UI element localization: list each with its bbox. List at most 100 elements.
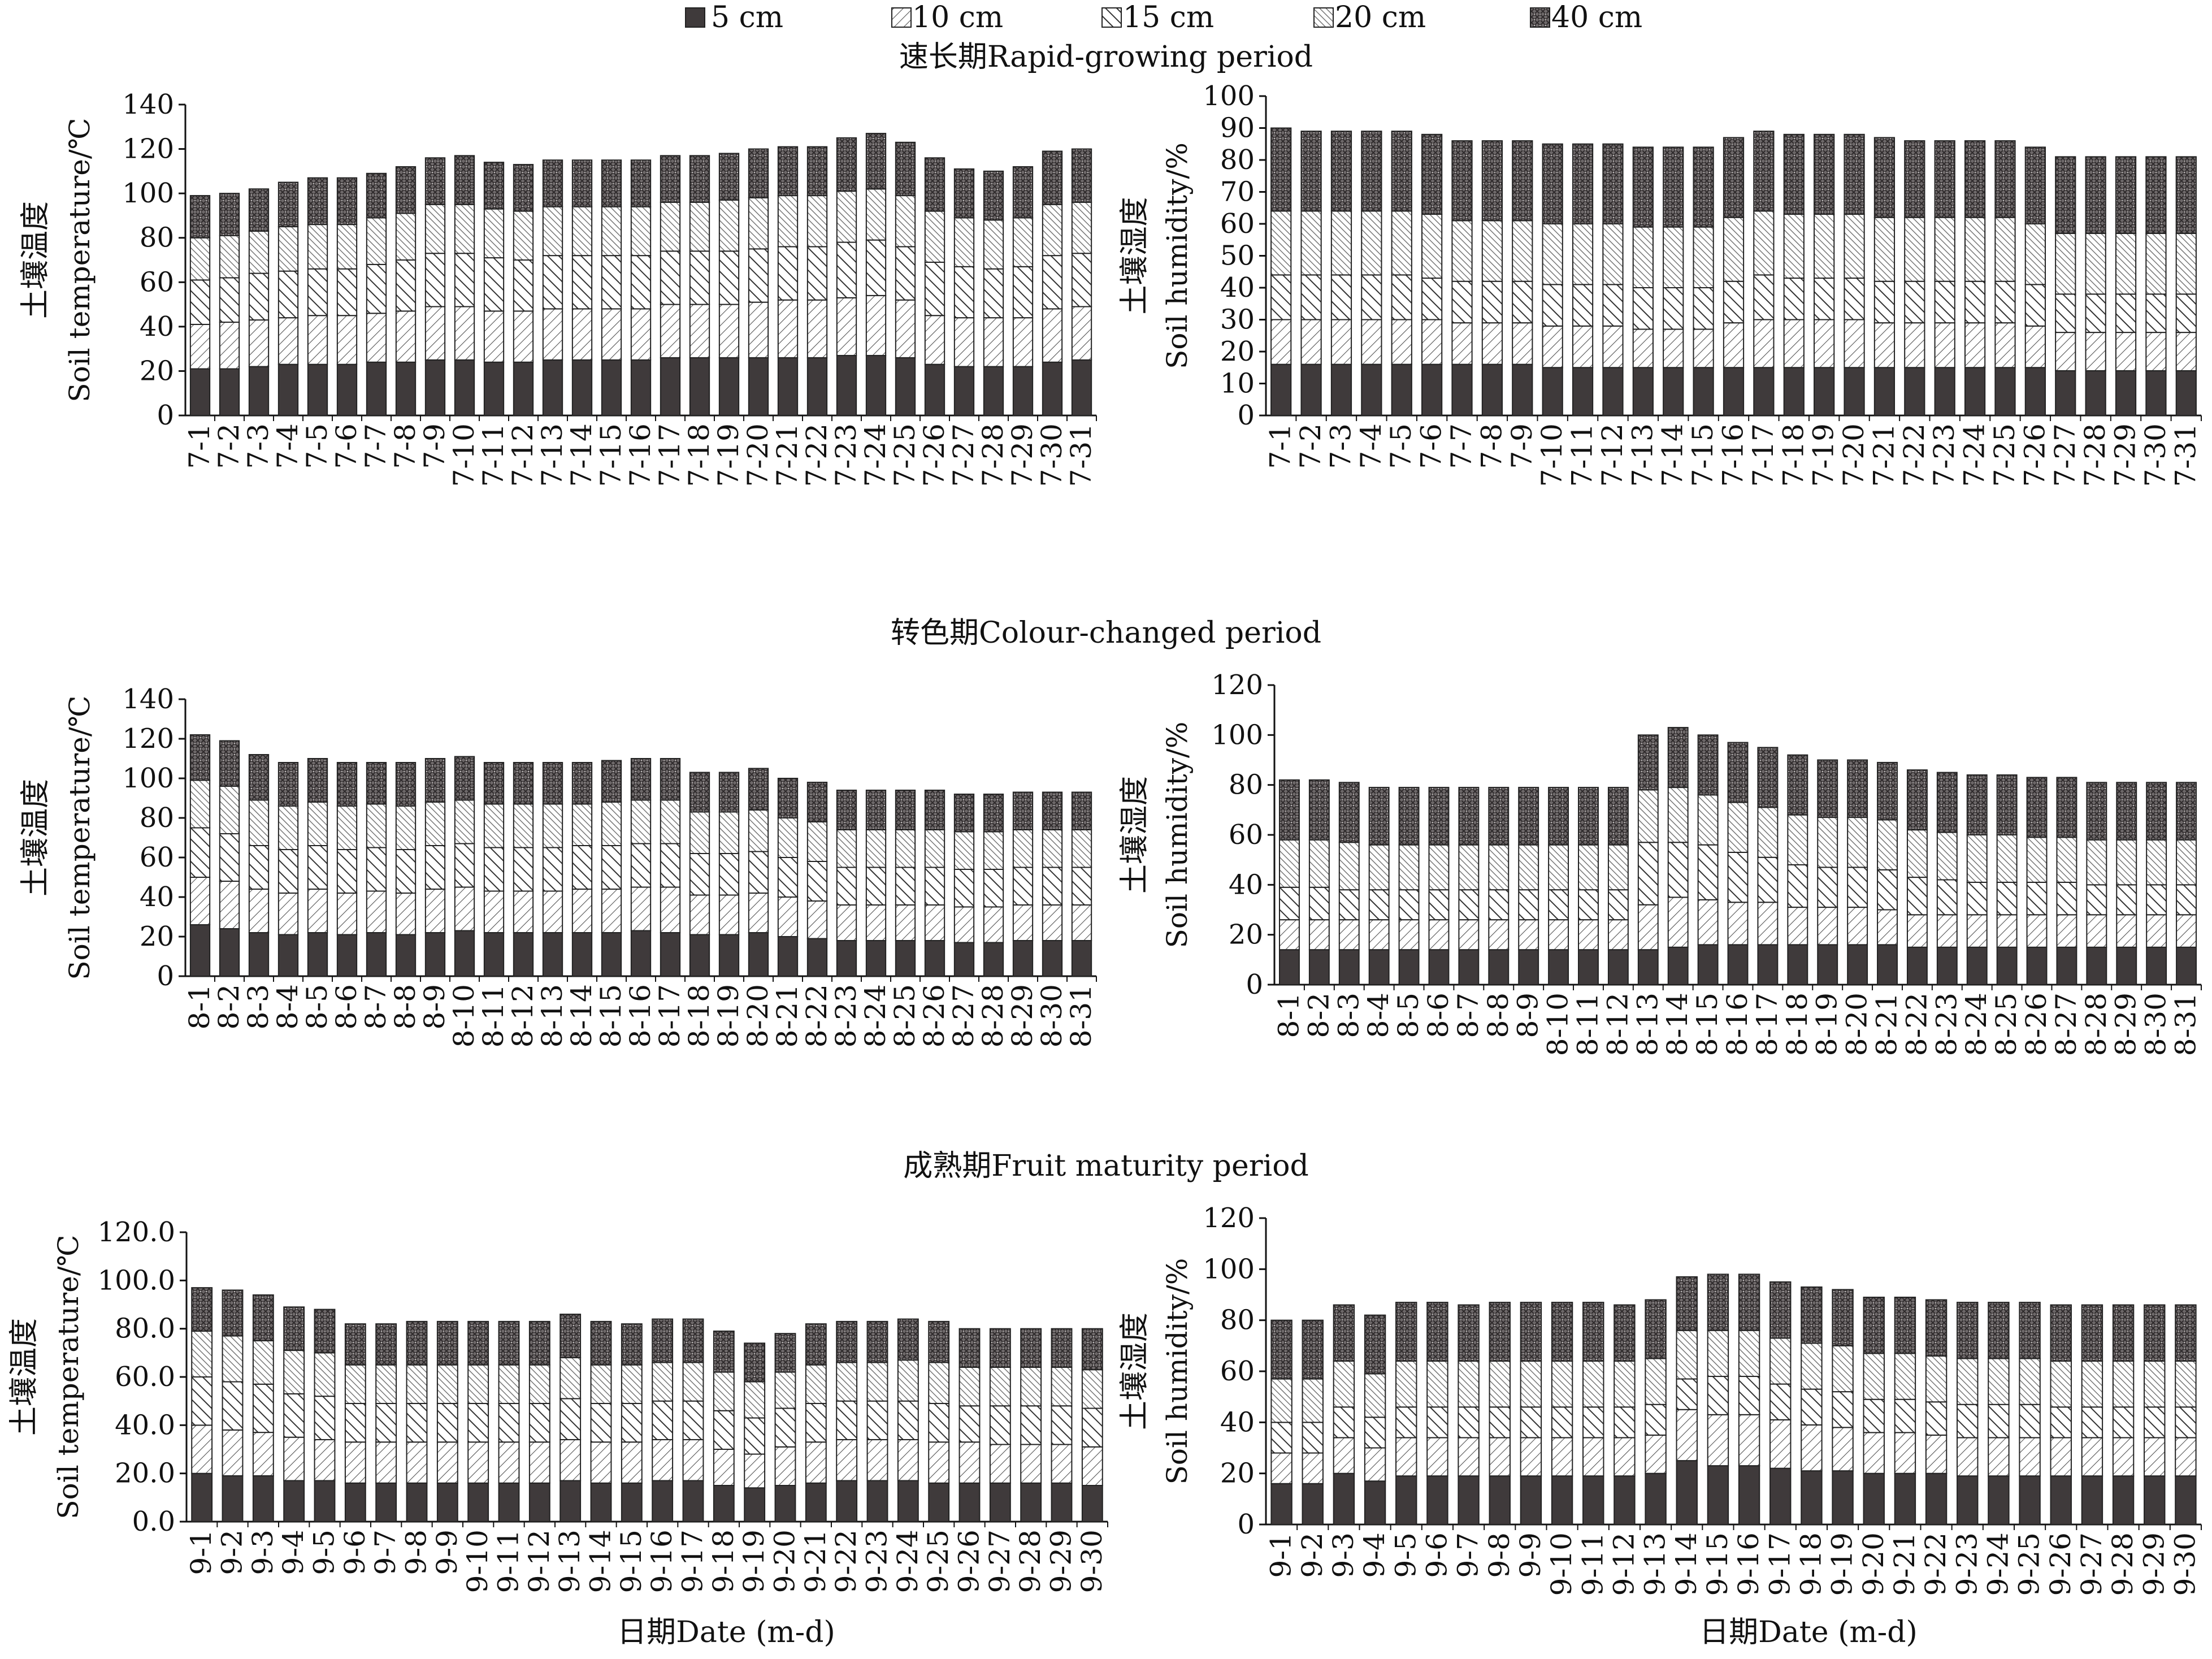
chart-temperature-colour-changed: 0 20 40 60 80 100 120 140 土壤温度 Soil temperature/℃… — [19, 683, 1098, 1047]
bar-10cm-8-11 — [1578, 919, 1599, 951]
bar-20cm-8-2 — [1308, 839, 1330, 888]
bar-5cm-7-21 — [777, 357, 799, 416]
bar-10cm-8-21 — [1877, 909, 1898, 946]
x-tick-label: 9-14 — [584, 1530, 617, 1593]
bar-10cm-9-21 — [1894, 1432, 1916, 1474]
x-tick-label: 9-23 — [861, 1530, 894, 1593]
bar-10cm-8-10 — [454, 886, 475, 932]
bar-40cm-8-13 — [542, 762, 563, 805]
bar-15cm-7-1 — [1270, 274, 1292, 320]
bar-40cm-9-5 — [1395, 1302, 1417, 1362]
y-tick-label: 60 — [1220, 208, 1255, 240]
bar-15cm-9-4 — [283, 1393, 305, 1438]
bar-20cm-7-12 — [513, 210, 534, 261]
bar-20cm-9-5 — [1395, 1360, 1417, 1408]
bar-40cm-9-14 — [590, 1320, 612, 1366]
bar-20cm-8-11 — [1578, 844, 1599, 891]
y-axis-label: Soil temperature/℃ — [52, 1234, 85, 1519]
x-tick-label: 7-11 — [477, 423, 510, 487]
bar-40cm-9-2 — [1302, 1319, 1324, 1380]
bar-40cm-9-20 — [1863, 1297, 1885, 1354]
bar-15cm-7-25 — [1994, 280, 2016, 324]
y-tick-label: 100 — [1203, 80, 1255, 112]
x-tick-label: 9-27 — [983, 1530, 1016, 1593]
bar-40cm-9-27 — [989, 1328, 1011, 1368]
bar-15cm-9-18 — [713, 1410, 735, 1450]
bar-5cm-7-13 — [1632, 367, 1654, 416]
bar-40cm-9-13 — [1645, 1299, 1667, 1359]
bar-10cm-7-14 — [1663, 328, 1684, 369]
bar-15cm-9-17 — [682, 1400, 704, 1440]
bar-20cm-9-5 — [314, 1352, 336, 1397]
bar-15cm-9-10 — [1551, 1406, 1573, 1439]
bar-15cm-9-25 — [2019, 1404, 2041, 1439]
bar-20cm-8-17 — [660, 799, 681, 844]
bar-5cm-8-5 — [307, 932, 328, 977]
bar-20cm-9-18 — [1801, 1342, 1823, 1390]
bar-40cm-9-24 — [1988, 1302, 2010, 1359]
bar-20cm-8-16 — [630, 799, 652, 844]
bar-15cm-9-11 — [1582, 1406, 1604, 1439]
bar-40cm-7-20 — [748, 148, 769, 199]
bar-40cm-9-8 — [1489, 1302, 1511, 1362]
bar-10cm-9-11 — [498, 1441, 520, 1484]
bar-5cm-7-28 — [2085, 370, 2106, 417]
x-tick-label: 9-19 — [1826, 1532, 1859, 1596]
bar-40cm-8-17 — [660, 758, 681, 801]
bar-10cm-7-25 — [1994, 322, 2016, 369]
x-tick-label: 9-11 — [1576, 1532, 1609, 1596]
bar-10cm-9-5 — [314, 1439, 336, 1482]
bar-15cm-7-16 — [1723, 280, 1745, 324]
bar-5cm-8-1 — [189, 924, 211, 977]
bar-20cm-7-10 — [1542, 223, 1563, 285]
x-tick-label: 9-6 — [1420, 1532, 1453, 1578]
bar-40cm-7-21 — [777, 146, 799, 197]
bar-5cm-7-25 — [895, 357, 916, 416]
y-axis-label-cn: 土壤湿度 — [1118, 776, 1152, 894]
y-tick-label: 120 — [122, 133, 174, 165]
bar-10cm-9-25 — [928, 1441, 950, 1484]
bar-5cm-9-3 — [252, 1475, 274, 1523]
x-tick-label: 8-13 — [1631, 993, 1664, 1056]
x-tick-label: 7-28 — [977, 423, 1009, 487]
bar-40cm-8-18 — [689, 772, 710, 813]
bar-40cm-9-22 — [836, 1320, 858, 1363]
bar-20cm-7-30 — [1042, 203, 1063, 257]
x-tick-label: 8-7 — [359, 984, 392, 1030]
bar-15cm-9-12 — [1614, 1406, 1636, 1439]
x-tick-label: 7-9 — [1506, 423, 1538, 469]
bar-20cm-9-26 — [2050, 1360, 2072, 1408]
bar-40cm-7-9 — [1512, 140, 1533, 222]
x-tick-label: 8-24 — [1960, 993, 1993, 1056]
bar-20cm-9-12 — [528, 1364, 550, 1404]
bar-5cm-9-24 — [897, 1480, 919, 1522]
bar-15cm-8-7 — [1458, 889, 1480, 921]
bar-40cm-9-6 — [1426, 1302, 1448, 1362]
bar-5cm-9-29 — [2144, 1475, 2166, 1526]
bar-40cm-8-29 — [1012, 791, 1034, 830]
bar-10cm-8-7 — [1458, 919, 1480, 951]
bar-40cm-8-23 — [1936, 772, 1958, 833]
x-tick-label: 9-5 — [308, 1530, 341, 1575]
y-tick-label: 60 — [140, 842, 174, 873]
bar-20cm-8-24 — [1966, 834, 1988, 883]
bar-15cm-8-27 — [2056, 881, 2077, 916]
bar-5cm-9-21 — [805, 1482, 827, 1523]
y-axis-label: Soil humidity/% — [1161, 1258, 1194, 1485]
bar-15cm-7-2 — [1300, 274, 1322, 320]
y-tick-label: 60 — [1229, 819, 1263, 851]
x-tick-label: 8-10 — [448, 984, 480, 1047]
bar-20cm-7-11 — [1572, 223, 1594, 285]
x-tick-label: 7-22 — [1898, 423, 1931, 487]
x-tick-label: 8-26 — [918, 984, 951, 1047]
bar-40cm-8-22 — [806, 782, 828, 822]
bar-20cm-7-7 — [366, 217, 387, 265]
bar-40cm-8-21 — [1877, 761, 1898, 821]
bar-5cm-7-15 — [1693, 367, 1714, 416]
bar-20cm-8-8 — [395, 805, 417, 850]
bar-10cm-8-2 — [1308, 919, 1330, 951]
bar-5cm-9-20 — [774, 1485, 796, 1522]
bar-15cm-9-16 — [1738, 1376, 1760, 1415]
bar-15cm-8-3 — [248, 845, 270, 890]
bar-5cm-9-24 — [1988, 1475, 2010, 1526]
